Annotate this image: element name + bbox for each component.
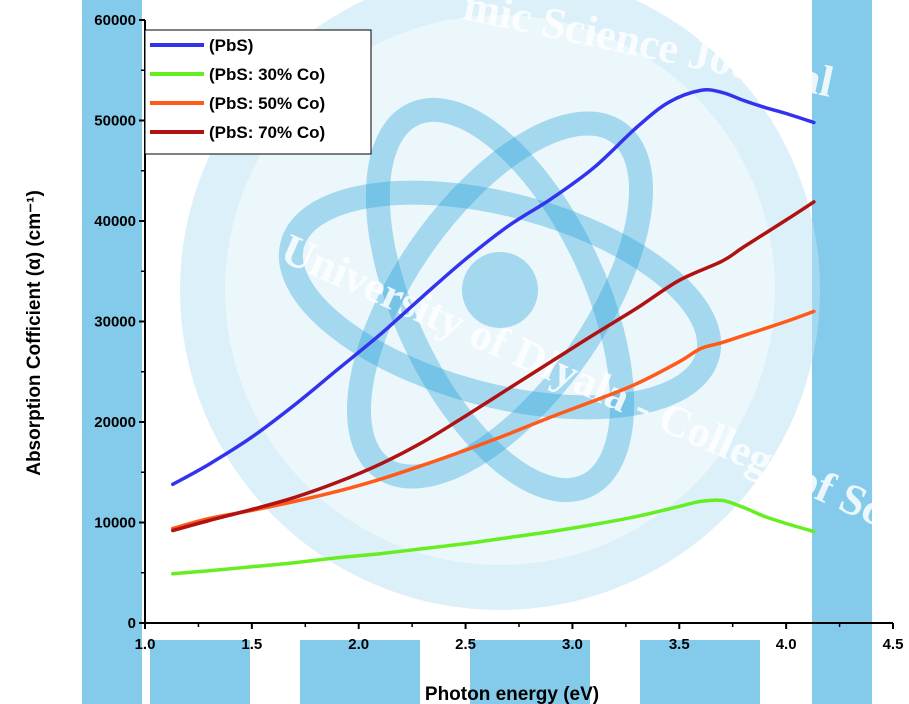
x-tick-label: 3.0	[562, 636, 583, 653]
legend: (PbS) (PbS: 30% Co) (PbS: 50% Co) (PbS: 70%…	[144, 29, 372, 155]
series-line-2	[171, 309, 816, 531]
y-tick-label: 10000	[94, 515, 136, 532]
x-tick-label: 1.5	[241, 636, 262, 653]
watermark-band-right	[812, 0, 872, 704]
x-tick-label: 4.0	[776, 636, 797, 653]
series-layer	[171, 88, 816, 576]
y-axis-title: Absorption Cofficient (α) (cm⁻¹)	[24, 190, 45, 476]
series-line-1	[171, 498, 816, 576]
series-line-0	[171, 88, 816, 487]
legend-label-0: (PbS)	[209, 36, 253, 55]
x-tick-label: 2.5	[455, 636, 476, 653]
watermark-band-left	[82, 0, 142, 704]
legend-label-3: (PbS: 70% Co)	[209, 123, 325, 142]
y-tick-label: 20000	[94, 414, 136, 431]
x-tick-label: 3.5	[669, 636, 690, 653]
y-tick-label: 50000	[94, 113, 136, 130]
y-tick-label: 30000	[94, 314, 136, 331]
legend-label-2: (PbS: 50% Co)	[209, 94, 325, 113]
x-tick-label: 1.0	[135, 636, 156, 653]
x-axis-title: Photon energy (eV)	[425, 684, 599, 704]
ticks: 1.0 1.5 2.0 2.5 3.0 3.5 4.0 4.5 0 10000 20000 30000…	[94, 12, 903, 653]
legend-label-1: (PbS: 30% Co)	[209, 65, 325, 84]
y-tick-label: 0	[128, 615, 136, 632]
series-line-3	[171, 200, 816, 533]
y-tick-label: 40000	[94, 213, 136, 230]
y-tick-label: 60000	[94, 12, 136, 29]
watermark-band-bottom-2	[300, 640, 420, 704]
x-tick-label: 4.5	[883, 636, 904, 653]
x-tick-label: 2.0	[348, 636, 369, 653]
watermark-band-bottom-1	[150, 640, 250, 704]
watermark-band-bottom-3	[470, 640, 590, 704]
watermark-band-bottom-4	[640, 640, 760, 704]
